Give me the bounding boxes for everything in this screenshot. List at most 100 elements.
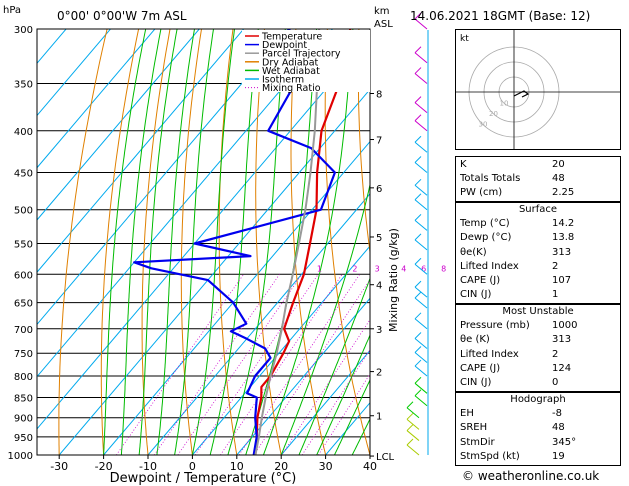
dry-adiabat-line xyxy=(100,29,140,455)
wet-adiabat-line xyxy=(209,29,259,455)
title-datetime: 14.06.2021 18GMT (Base: 12) xyxy=(410,9,590,23)
most_unstable-label: θe (K) xyxy=(460,334,490,346)
most_unstable-label: Pressure (mb) xyxy=(460,320,530,332)
copyright-text: © weatheronline.co.uk xyxy=(462,469,600,483)
hodograph-table-title: Hodograph xyxy=(510,394,566,405)
title-location: 0°00' 0°00'W 7m ASL xyxy=(57,9,187,23)
surface-label: CIN (J) xyxy=(460,289,492,301)
x-tick-label: 10 xyxy=(230,460,244,473)
surface-value: 1 xyxy=(552,289,559,301)
wind-barb xyxy=(406,430,420,441)
hodograph_table-value: 345° xyxy=(552,436,577,448)
hodograph-trace xyxy=(513,90,530,98)
wind-barb xyxy=(414,395,428,407)
legend-entry: Temperature xyxy=(261,32,322,43)
wet-adiabat-line xyxy=(138,29,178,455)
wind-barb xyxy=(414,184,428,196)
legend-entry: Dry Adiabat xyxy=(262,57,319,68)
indices-value: 2.25 xyxy=(552,187,575,199)
isotherm-line xyxy=(192,245,370,455)
mixing-ratio-label: 8 xyxy=(441,264,446,273)
most_unstable-row: CIN (J) 0 xyxy=(456,376,620,390)
x-tick-label: 30 xyxy=(319,460,333,473)
hodograph_table-label: StmSpd (kt) xyxy=(460,450,520,462)
hodograph-kt-label: kt xyxy=(460,34,469,44)
indices-row: K 20 xyxy=(456,158,620,172)
most_unstable-label: Lifted Index xyxy=(460,348,519,360)
dry-adiabat-line xyxy=(357,29,370,256)
surface-label: Temp (°C) xyxy=(460,218,510,230)
hodograph-panel: kt 10 20 30 xyxy=(455,29,621,150)
hodograph_table-label: StmDir xyxy=(460,436,495,448)
hpa-unit-label: hPa xyxy=(3,5,21,16)
hodograph_table-label: SREH xyxy=(460,422,488,434)
pressure-tick-label: 850 xyxy=(14,393,33,404)
most_unstable-value: 1000 xyxy=(552,320,578,332)
dry-adiabat-line xyxy=(290,29,327,455)
wind-barb-flag xyxy=(414,376,422,384)
surface-value: 14.2 xyxy=(552,218,575,230)
mixing-ratio-label: 3 xyxy=(375,264,380,273)
dry-adiabat-line xyxy=(324,29,370,455)
pressure-tick-label: 650 xyxy=(14,299,33,310)
isotherm-line xyxy=(37,29,245,273)
legend-entry: Parcel Trajectory xyxy=(262,49,341,60)
pressure-tick-label: 750 xyxy=(14,349,33,360)
wind-barb-flag xyxy=(414,332,422,339)
plot-frame xyxy=(36,28,371,456)
series-parcel-trajectory xyxy=(254,29,321,455)
wet-adiabat-line xyxy=(103,29,147,455)
wind-barb xyxy=(414,263,428,275)
indices-value: 20 xyxy=(552,159,565,170)
series-dewpoint xyxy=(133,29,336,455)
pressure-tick-label: 800 xyxy=(14,372,33,383)
wind-barb-flag xyxy=(414,12,422,20)
wind-barb-flag xyxy=(406,438,414,446)
km-unit-label-2: ASL xyxy=(374,19,393,30)
mixing-ratio-label: 6 xyxy=(421,264,426,273)
wind-barb xyxy=(414,338,428,349)
x-tick-label: -20 xyxy=(95,460,113,473)
dry-adiabat-line xyxy=(180,29,203,455)
indices-label: Totals Totals xyxy=(460,173,521,185)
surface-value: 107 xyxy=(552,274,572,286)
isotherm-line xyxy=(37,29,67,65)
km-tick-label: 8 xyxy=(376,90,382,101)
surface-label: θe(K) xyxy=(460,246,487,258)
km-tick-label: 1 xyxy=(376,412,382,423)
isotherm-line xyxy=(37,29,200,221)
wind-barb-flag xyxy=(414,67,422,74)
most-unstable-title: Most Unstable xyxy=(502,306,574,317)
isotherm-line xyxy=(37,29,156,169)
wind-barb xyxy=(406,444,420,456)
most_unstable-label: CAPE (J) xyxy=(460,362,501,374)
wet-adiabat-line xyxy=(174,29,215,455)
surface-label: CAPE (J) xyxy=(460,274,501,286)
wind-barb-flag xyxy=(406,401,414,409)
wet-adiabat-line xyxy=(334,378,370,455)
wind-barb xyxy=(414,73,428,84)
mixing-ratio-line xyxy=(220,274,343,455)
most_unstable-value: 124 xyxy=(552,362,572,374)
indices-row: Totals Totals 48 xyxy=(456,172,620,186)
hodograph-ring-label: 10 xyxy=(500,100,509,108)
surface-row: Lifted Index 2 xyxy=(456,260,620,274)
surface-row: Temp (°C) 14.2 xyxy=(456,217,620,231)
pressure-tick-label: 600 xyxy=(14,270,33,281)
hodograph_table-label: EH xyxy=(460,408,474,420)
pressure-tick-label: 450 xyxy=(14,168,33,179)
x-axis-label: Dewpoint / Temperature (°C) xyxy=(110,471,297,486)
isotherm-line xyxy=(236,297,370,455)
most_unstable-value: 2 xyxy=(552,348,559,360)
most_unstable-row: Pressure (mb) 1000 xyxy=(456,319,620,333)
pressure-tick-label: 900 xyxy=(14,414,33,425)
mixing-ratio-label: 4 xyxy=(401,264,406,273)
wind-barb xyxy=(414,219,428,231)
wind-barb xyxy=(414,102,428,114)
x-tick-label: 0 xyxy=(189,460,196,473)
wet-adiabat-line xyxy=(262,29,354,455)
hodograph_table-value: -8 xyxy=(552,408,562,420)
